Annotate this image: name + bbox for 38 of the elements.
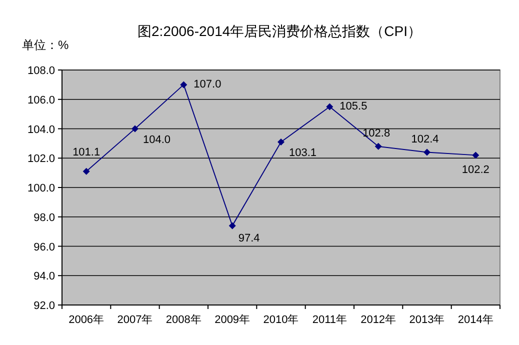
- point: [180, 81, 188, 88]
- text: 单位：%: [22, 38, 69, 52]
- y-tick-label: 102.0: [27, 153, 55, 166]
- data-label: 97.4: [238, 232, 260, 245]
- y-tick-label: 100.0: [27, 182, 55, 194]
- data-label: 102.8: [362, 127, 390, 140]
- x-tick-label: 2011年: [312, 314, 347, 326]
- point: [228, 222, 236, 230]
- point: [374, 142, 382, 150]
- data-label: 105.5: [340, 100, 368, 113]
- x-tick-label: 2007年: [117, 314, 153, 326]
- x-tick-label: 2008年: [166, 314, 202, 326]
- y-tick-label: 94.0: [34, 270, 55, 283]
- x-tick-label: 2010年: [263, 314, 299, 326]
- data-label: 102.2: [462, 164, 490, 176]
- point: [326, 103, 334, 110]
- y-tick-label: 98.0: [34, 212, 55, 224]
- x-tick-label: 2012年: [360, 314, 396, 326]
- data-label: 102.4: [411, 133, 439, 146]
- chart-title: 图2:2006-2014年居民消费价格总指数（CPI）: [138, 23, 422, 39]
- y-tick-label: 92.0: [34, 300, 55, 312]
- data-label: 104.0: [143, 134, 171, 146]
- point: [82, 168, 90, 175]
- x-tick-label: 2006年: [68, 314, 104, 326]
- x-tick-label: 2009年: [214, 314, 250, 326]
- point: [472, 152, 480, 159]
- point: [424, 148, 430, 156]
- data-label: 107.0: [194, 78, 222, 91]
- y-tick-label: 104.0: [27, 124, 55, 136]
- x-tick-label: 2014年: [458, 314, 494, 326]
- point: [132, 125, 138, 132]
- y-tick-label: 106.0: [27, 94, 55, 106]
- y-tick-label: 96.0: [34, 241, 55, 254]
- data-label: 101.1: [72, 146, 100, 158]
- y-tick-label: 108.0: [27, 65, 55, 77]
- point: [278, 138, 284, 146]
- x-tick-label: 2013年: [409, 314, 445, 326]
- data-label: 103.1: [289, 146, 317, 159]
